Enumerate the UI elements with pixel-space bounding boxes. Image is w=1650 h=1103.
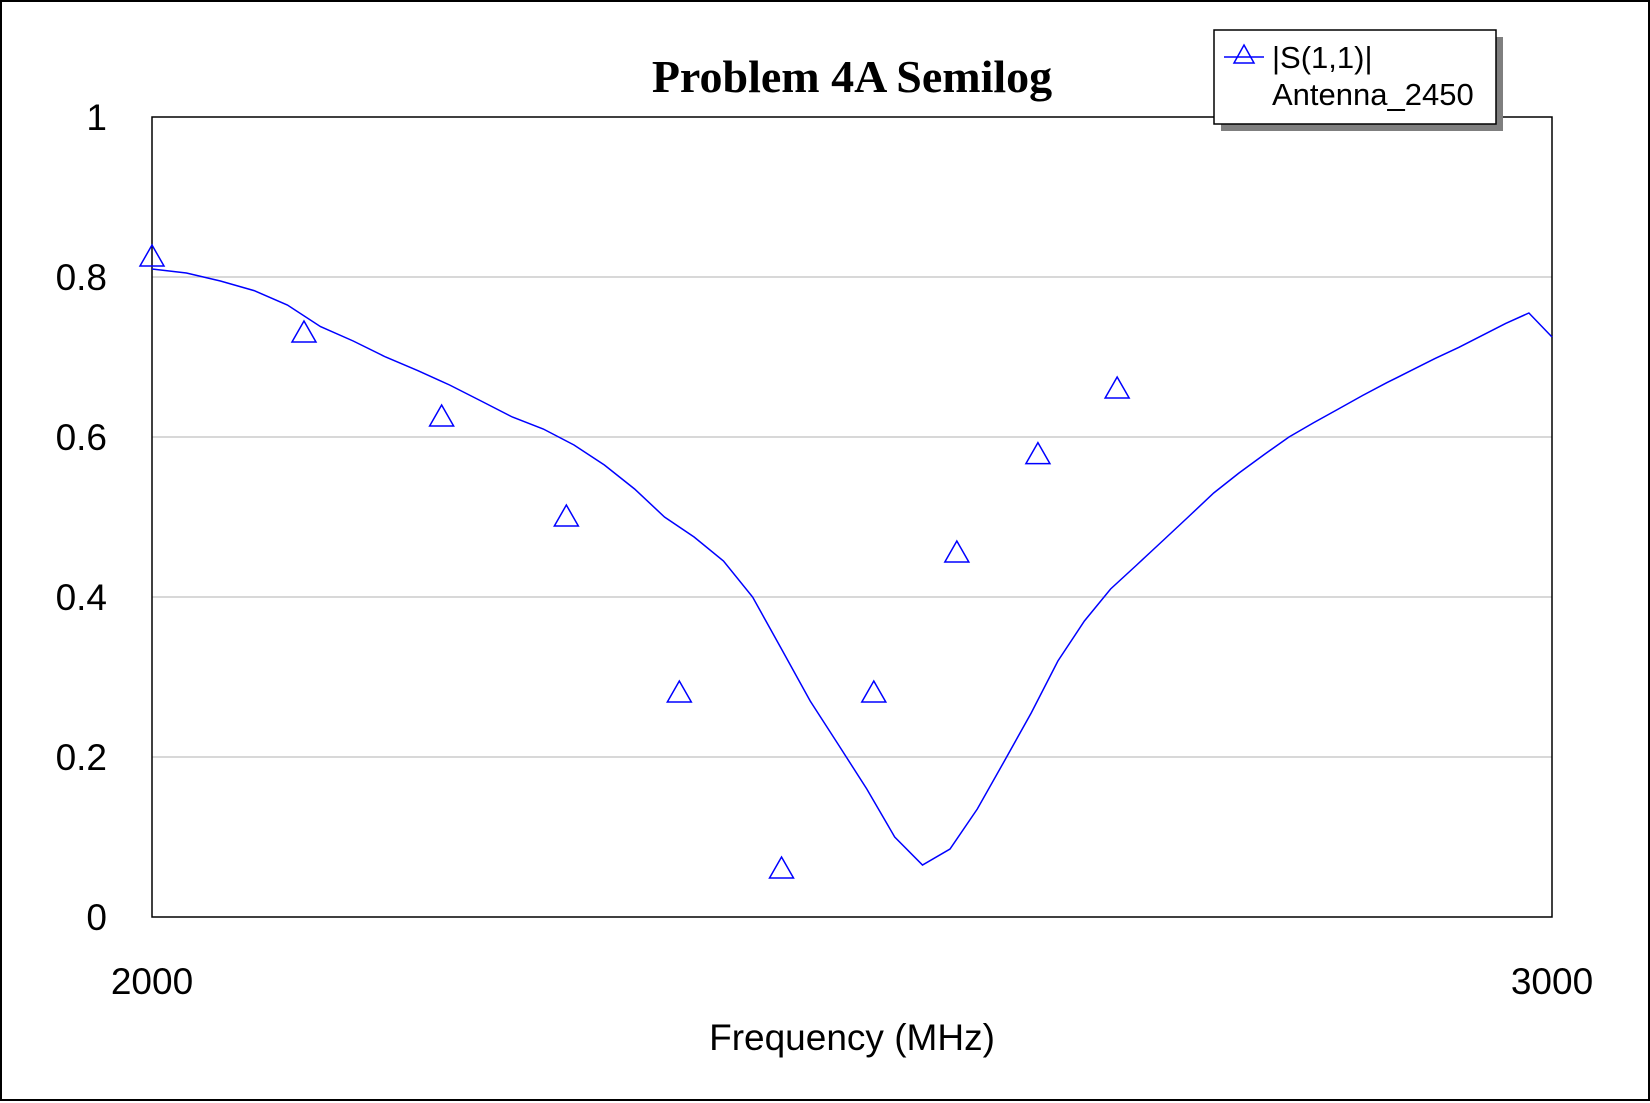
plot-area-frame: [151, 116, 1553, 918]
y-tick-label-4: 0.8: [56, 257, 107, 298]
x-tick-label-0: 2000: [111, 961, 193, 1002]
y-tick-label-2: 0.4: [56, 577, 107, 618]
legend-triangle-marker: [1232, 43, 1256, 64]
data-point-marker-9: [1103, 375, 1131, 399]
series-line-0: [151, 268, 1553, 866]
gridlines: [152, 276, 1552, 758]
data-point-marker-8: [1024, 441, 1052, 465]
legend-series-source: Antenna_2450: [1272, 77, 1474, 112]
data-point-marker-5: [768, 855, 795, 879]
data-point-marker-3: [553, 503, 580, 527]
series-layer: [138, 243, 1553, 879]
data-point-marker-6: [860, 679, 888, 703]
y-tick-labels: 0 0.2 0.4 0.6 0.8 1: [56, 97, 107, 938]
data-point-marker-4: [666, 679, 693, 703]
y-tick-label-3: 0.6: [56, 417, 107, 458]
y-tick-label-0: 0: [86, 897, 107, 938]
chart-title: Problem 4A Semilog: [652, 51, 1052, 102]
legend-box: [1213, 29, 1497, 125]
y-tick-label-5: 1: [86, 97, 107, 138]
legend-series-name: |S(1,1)|: [1272, 40, 1373, 75]
data-point-marker-7: [943, 539, 971, 563]
y-tick-label-1: 0.2: [56, 737, 107, 778]
x-axis-label: Frequency (MHz): [709, 1017, 995, 1058]
data-point-marker-0: [138, 243, 166, 267]
data-point-marker-2: [428, 403, 455, 427]
legend: |S(1,1)| Antenna_2450: [1213, 29, 1503, 131]
x-tick-label-1: 3000: [1511, 961, 1593, 1002]
data-point-marker-1: [290, 319, 318, 343]
x-tick-labels: 2000 3000: [111, 961, 1593, 1002]
